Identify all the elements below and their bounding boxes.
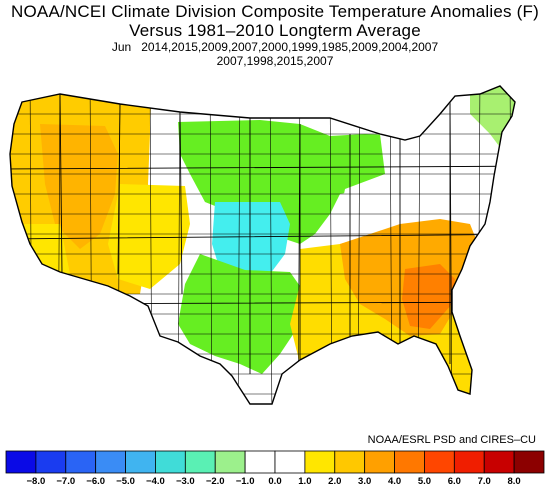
color-swatch	[453, 450, 485, 474]
color-swatch	[364, 450, 395, 474]
map-title: NOAA/NCEI Climate Division Composite Tem…	[11, 2, 539, 21]
us-climate-division-map	[9, 85, 516, 405]
region-great-lakes-ohio-valley	[340, 114, 500, 224]
color-scale-labels: −8.0 −7.0 −6.0 −5.0 −4.0 −3.0 −2.0 −1.0 0.0 1.0 2.…	[0, 476, 550, 490]
color-scale-tick-label: 7.0	[477, 476, 491, 487]
composite-years-line2: 2007,1998,2015,2007	[216, 54, 334, 68]
color-scale-tick-label: 8.0	[507, 476, 521, 487]
color-scale-tick-label: −7.0	[56, 476, 76, 487]
color-swatch	[184, 450, 216, 474]
years-list-1: 2014,2015,2009,2007,2000,1999,1985,2009,…	[141, 40, 439, 54]
region-northern-plains-upper-midwest	[178, 120, 412, 244]
color-swatch	[65, 450, 97, 474]
color-scale-tick-label: −5.0	[116, 476, 135, 487]
color-scale-tick-label: 4.0	[387, 476, 402, 487]
color-scale-tick-label: 5.0	[417, 476, 432, 487]
title-block: NOAA/NCEI Climate Division Composite Tem…	[0, 2, 550, 68]
color-swatch	[125, 450, 156, 474]
region-central-plains-cool-core	[212, 202, 290, 274]
color-scale-tick-label: 2.0	[328, 476, 342, 487]
color-swatch	[304, 450, 336, 474]
color-scale-bar	[5, 450, 545, 474]
color-swatch	[274, 450, 306, 474]
month-label: Jun	[111, 40, 132, 54]
color-swatch	[483, 450, 515, 474]
color-scale-tick-label: −3.0	[175, 476, 195, 487]
color-swatch	[155, 450, 186, 474]
color-swatch	[95, 450, 126, 474]
color-swatch	[244, 450, 276, 474]
color-swatch	[214, 450, 246, 474]
color-scale-tick-label: 0.0	[268, 476, 282, 487]
color-swatch	[334, 450, 366, 474]
us-outline	[9, 85, 516, 405]
map-subtitle: Versus 1981–2010 Longterm Average	[129, 21, 421, 40]
color-scale-tick-label: −2.0	[205, 476, 225, 487]
color-swatch	[394, 450, 425, 474]
region-southern-rockies	[108, 184, 190, 289]
color-swatch	[35, 450, 67, 474]
color-swatch	[5, 450, 37, 474]
color-scale-tick-label: 1.0	[298, 476, 312, 487]
color-scale-tick-label: −4.0	[146, 476, 165, 487]
color-scale-tick-label: −6.0	[86, 476, 106, 487]
data-credit: NOAA/ESRL PSD and CIRES–CU	[367, 434, 536, 446]
color-swatch	[424, 450, 455, 474]
composite-years-line1: Jun 2014,2015,2009,2007,2000,1999,1985,20…	[0, 40, 550, 54]
color-scale-tick-label: 3.0	[358, 476, 372, 487]
region-georgia-warmest	[402, 264, 455, 329]
color-swatch	[513, 450, 545, 474]
color-scale-tick-label: 6.0	[447, 476, 461, 487]
color-scale-tick-label: −1.0	[235, 476, 255, 487]
color-scale-tick-label: −8.0	[26, 476, 46, 487]
